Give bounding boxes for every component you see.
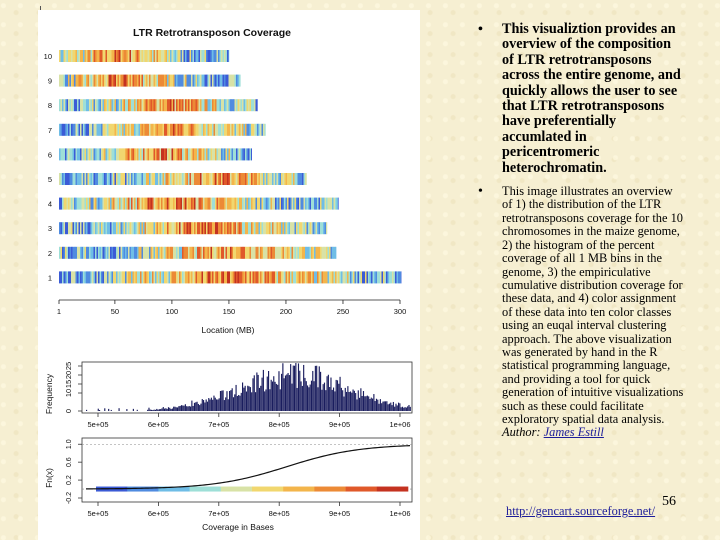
cdf-frame (81, 437, 413, 503)
top-x-tick-label: 1 (57, 307, 61, 316)
hist-y-axis-label: Frequency (44, 373, 54, 414)
chromosome-bar (59, 246, 337, 259)
bullet-text: This image illustrates an overview of 1)… (502, 184, 684, 426)
histogram-frame (81, 361, 413, 414)
hist-x-tick-label: 8e+05 (269, 420, 290, 429)
hist-y-tick-label: 15 (64, 380, 73, 388)
cdf-x-tick-label: 6e+05 (148, 509, 169, 518)
top-x-tick-label: 250 (337, 307, 350, 316)
top-x-tick-label: 50 (111, 307, 119, 316)
bottom-x-axis-label: Coverage in Bases (202, 522, 274, 532)
hist-x-tick-label: 6e+05 (148, 420, 169, 429)
hist-x-tick-label: 7e+05 (208, 420, 229, 429)
chromosome-bar (59, 99, 258, 112)
cdf-x-tick-label: 8e+05 (269, 509, 290, 518)
page-number: 56 (662, 494, 676, 509)
chromosome-bar (59, 197, 339, 210)
bullet-list: • This visualiztion provides an overview… (478, 21, 684, 440)
top-x-axis-label: Location (MB) (202, 325, 255, 335)
histogram-bars (86, 362, 411, 411)
author-link[interactable]: James Estill (543, 425, 604, 440)
hist-y-tick-label: 20 (64, 371, 73, 379)
chromosome-bar (59, 222, 328, 235)
author-label: Author: (502, 425, 541, 440)
hist-x-tick-label: 9e+05 (329, 420, 350, 429)
chromosome-bar (59, 123, 266, 136)
chromosome-label: 1 (48, 273, 52, 282)
color-class-strip (96, 486, 409, 492)
bullet-item-summary: • This visualiztion provides an overview… (478, 21, 684, 176)
project-url-link[interactable]: http://gencart.sourceforge.net/ (506, 504, 656, 518)
chromosome-label: 10 (44, 52, 52, 61)
cdf-x-tick-label: 1e+06 (389, 509, 410, 518)
chromosome-label: 3 (48, 224, 52, 233)
cdf-x-tick-label: 5e+05 (87, 509, 108, 518)
coverage-figure-svg: LTR Retrotransposon Coverage 10987654321… (44, 27, 413, 532)
hist-x-tick-label: 5e+05 (87, 420, 108, 429)
cdf-x-tick-label: 7e+05 (208, 509, 229, 518)
cdf-y-axis-label: Fn(x) (44, 468, 54, 488)
chromosome-label: 4 (48, 200, 52, 209)
hist-y-tick-label: 0 (64, 409, 73, 413)
top-x-tick-label: 100 (166, 307, 179, 316)
hist-x-tick-label: 1e+06 (389, 420, 410, 429)
cdf-x-tick-label: 9e+05 (329, 509, 350, 518)
chromosome-label: 6 (48, 150, 52, 159)
hist-y-tick-label: 25 (64, 362, 73, 370)
top-x-tick-label: 300 (394, 307, 407, 316)
chromosome-label: 2 (48, 249, 52, 258)
coverage-figure: LTR Retrotransposon Coverage 10 9 8 7 6 5 4 3 2 1… (38, 10, 420, 540)
chromosome-bar (59, 50, 230, 62)
chromosome-label: 9 (48, 77, 52, 86)
chromosome-bar (59, 148, 252, 161)
bullet-dot: • (478, 22, 483, 37)
bullet-item-description: • This image illustrates an overview of … (478, 184, 684, 440)
top-x-tick-label: 200 (280, 307, 293, 316)
hist-y-tick-label: 10 (64, 389, 73, 397)
chromosome-bar (59, 74, 241, 87)
chromosome-bar (59, 173, 307, 185)
chromosome-label: 8 (48, 101, 52, 110)
top-x-tick-label: 150 (223, 307, 236, 316)
cdf-curve (85, 445, 411, 490)
chromosome-label: 5 (48, 175, 52, 184)
figure-title: LTR Retrotransposon Coverage (133, 27, 291, 39)
bullet-dot: • (478, 184, 483, 200)
chromosome-bar (59, 271, 402, 284)
bullet-text: This visualiztion provides an overview o… (502, 21, 681, 176)
cdf-y-tick-label: 0.6 (66, 457, 73, 467)
chromosome-label: 7 (48, 126, 52, 135)
cdf-y-tick-label: 1.0 (66, 439, 73, 449)
cdf-y-tick-label: -0.2 (66, 492, 73, 504)
cdf-y-tick-label: 0.2 (66, 475, 73, 485)
author-line: Author: James Estill (502, 425, 604, 439)
